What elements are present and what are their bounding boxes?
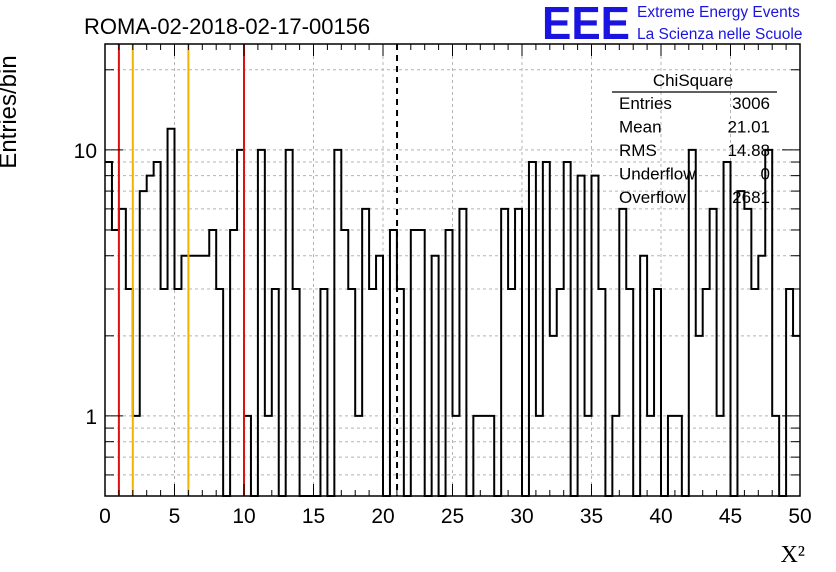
stats-label: Overflow	[619, 188, 687, 207]
stats-box-rows: Entries 3006 Mean 21.01 RMS 14.88 Underflow 0 Ov…	[619, 94, 770, 207]
histogram-bin	[188, 256, 195, 496]
x-tick-label: 10	[232, 505, 255, 528]
eee-logo-line1: Extreme Energy Events	[637, 4, 800, 21]
eee-logo-mark: EEE	[542, 0, 630, 49]
histogram-bin	[161, 289, 168, 496]
histogram-bin	[710, 209, 717, 496]
histogram-bin	[411, 230, 418, 496]
x-axis-title: X²	[780, 542, 805, 568]
histogram-bin	[446, 230, 453, 496]
histogram-bin	[348, 289, 355, 496]
histogram-bin	[126, 289, 133, 496]
histogram-bin	[758, 256, 765, 496]
x-tick-label: 50	[788, 505, 811, 528]
x-tick-label: 0	[99, 505, 111, 528]
histogram-bin	[557, 289, 564, 496]
histogram-bin	[654, 289, 661, 496]
x-tick-label: 45	[719, 505, 742, 528]
histogram-bin	[786, 289, 793, 496]
histogram-bin	[237, 150, 244, 496]
histogram-bin	[140, 191, 147, 496]
x-tick-label: 35	[580, 505, 603, 528]
histogram-bin	[689, 150, 696, 496]
histogram-bin	[751, 289, 758, 496]
histogram-bin	[598, 289, 605, 496]
y-tick-label: 10	[74, 140, 97, 163]
histogram-bin	[543, 162, 550, 496]
x-tick-label: 20	[371, 505, 394, 528]
stats-box: ChiSquare Entries 3006 Mean 21.01 RMS 14.88 Un…	[612, 71, 777, 207]
stats-label: RMS	[619, 141, 657, 160]
histogram-bin	[369, 289, 376, 496]
histogram-bin	[230, 230, 237, 496]
histogram-bin	[202, 256, 209, 496]
histogram-bin	[168, 129, 175, 496]
histogram-bin	[418, 230, 425, 496]
histogram-bin	[209, 230, 216, 496]
reference-lines	[117, 44, 399, 496]
histogram-bin	[724, 162, 731, 496]
stats-value: 2681	[732, 188, 770, 207]
stats-value: 14.88	[727, 141, 770, 160]
histogram-bin	[195, 256, 202, 496]
histogram-bin	[529, 162, 536, 496]
stats-value: 0	[761, 165, 770, 184]
histogram-bin	[376, 256, 383, 496]
histogram-bin	[432, 256, 439, 496]
histogram-bin	[216, 289, 223, 496]
histogram-bin	[272, 289, 279, 496]
x-tick-label: 40	[649, 505, 672, 528]
eee-logo: EEE Extreme Energy Events La Scienza nel…	[542, 0, 802, 49]
histogram-bin	[564, 162, 571, 496]
histogram-bin	[320, 289, 327, 496]
histogram-bin	[112, 230, 119, 496]
stats-label: Underflow	[619, 165, 696, 184]
histogram-bin	[501, 209, 508, 496]
histogram-bin	[640, 256, 647, 496]
histogram-bin	[703, 289, 710, 496]
x-tick-label: 5	[169, 505, 181, 528]
x-tick-label: 25	[441, 505, 464, 528]
chart-title: ROMA-02-2018-02-17-00156	[84, 14, 370, 39]
histogram-bin	[508, 289, 515, 496]
histogram-bin	[105, 162, 112, 496]
histogram-bin	[119, 209, 126, 496]
eee-logo-line2: La Scienza nelle Scuole	[637, 26, 802, 43]
histogram-bin	[286, 150, 293, 496]
stats-value: 21.01	[727, 118, 770, 137]
histogram-bin	[341, 230, 348, 496]
histogram-bin	[515, 209, 522, 496]
histogram-bin	[737, 191, 744, 496]
y-axis-title: Entries/bin	[0, 55, 22, 168]
histogram-bin	[154, 162, 161, 496]
histogram-bin	[334, 150, 341, 496]
stats-label: Entries	[619, 94, 672, 113]
histogram-bin	[293, 289, 300, 496]
histogram-bin	[390, 230, 397, 496]
histogram-bin	[362, 209, 369, 496]
axis-tick-labels: 0 5 10 15 20 25 30 35 40 45 50 1 10	[74, 140, 812, 528]
histogram-bin	[459, 209, 466, 496]
histogram-bin	[744, 209, 751, 496]
histogram-bin	[181, 256, 188, 496]
x-tick-label: 15	[302, 505, 325, 528]
stats-box-title: ChiSquare	[653, 71, 733, 90]
axis-ticks	[104, 44, 801, 497]
y-tick-label: 1	[85, 406, 97, 429]
histogram-bin	[175, 289, 182, 496]
stats-value: 3006	[732, 94, 770, 113]
stats-label: Mean	[619, 118, 662, 137]
histogram-bin	[258, 150, 265, 496]
histogram-bin	[626, 289, 633, 496]
histogram-bin	[619, 209, 626, 496]
x-tick-label: 30	[510, 505, 533, 528]
